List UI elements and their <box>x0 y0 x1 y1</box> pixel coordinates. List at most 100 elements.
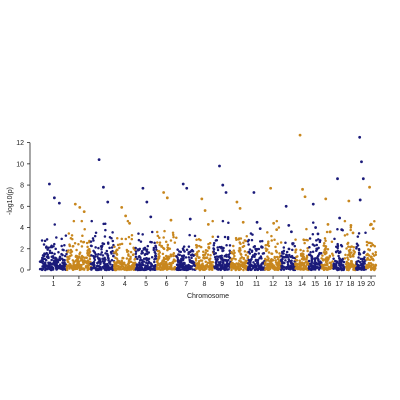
data-point <box>158 255 161 258</box>
data-point <box>124 237 128 241</box>
data-point <box>127 253 130 256</box>
data-point <box>314 261 318 265</box>
data-point <box>139 268 142 272</box>
data-point <box>230 257 233 261</box>
data-point <box>111 239 115 243</box>
data-point <box>215 265 219 269</box>
data-point <box>162 262 166 265</box>
data-point <box>261 252 265 255</box>
data-point <box>280 264 284 267</box>
data-point <box>172 235 175 239</box>
x-tick-label: 8 <box>203 281 207 288</box>
data-point <box>240 255 244 259</box>
data-point <box>249 261 252 265</box>
data-point <box>281 250 284 254</box>
data-point <box>348 253 352 256</box>
data-point <box>336 246 339 250</box>
x-tick-label: 15 <box>311 281 319 288</box>
data-point <box>122 261 126 265</box>
data-point <box>220 254 223 257</box>
data-point <box>87 248 90 251</box>
data-point <box>145 261 148 265</box>
data-point <box>313 259 317 263</box>
data-point <box>290 254 294 258</box>
data-point <box>185 248 189 251</box>
data-point <box>286 263 290 266</box>
data-point <box>363 256 366 259</box>
data-point <box>75 248 78 252</box>
data-point <box>208 266 212 270</box>
data-point <box>340 245 344 248</box>
data-point <box>266 248 269 251</box>
data-point <box>188 265 192 268</box>
data-point <box>112 254 115 258</box>
data-point <box>260 257 263 260</box>
peak-point <box>311 202 315 206</box>
data-point <box>73 266 76 270</box>
data-point <box>299 248 302 252</box>
data-point <box>195 246 198 249</box>
data-point <box>116 237 119 240</box>
data-point <box>320 267 324 270</box>
data-point <box>188 258 191 262</box>
data-point <box>94 246 97 249</box>
data-point <box>309 251 312 254</box>
data-point <box>370 266 373 270</box>
peak-point <box>120 205 124 209</box>
data-point <box>211 265 214 268</box>
data-point <box>321 254 324 257</box>
data-point <box>311 268 314 271</box>
data-point <box>51 262 55 266</box>
data-point <box>256 268 260 272</box>
data-point <box>173 266 176 269</box>
data-point <box>239 253 243 256</box>
data-point <box>55 267 58 271</box>
data-point <box>310 256 313 260</box>
data-point <box>132 263 136 266</box>
data-point <box>274 245 277 249</box>
data-point <box>211 235 214 238</box>
peak-point <box>235 200 239 204</box>
data-point <box>275 268 278 271</box>
data-point <box>67 232 71 235</box>
data-point <box>172 258 176 261</box>
data-point <box>277 226 281 229</box>
data-point <box>314 268 317 271</box>
data-point <box>289 267 293 271</box>
data-point <box>73 264 77 267</box>
data-point <box>95 264 99 268</box>
data-point <box>71 237 74 241</box>
y-tick-label: 4 <box>20 225 24 232</box>
data-point <box>304 265 308 268</box>
data-point <box>216 235 220 238</box>
data-point <box>183 261 186 265</box>
data-point <box>117 246 121 250</box>
data-point <box>275 219 279 223</box>
x-tick-label: 9 <box>220 281 224 288</box>
data-point <box>179 261 182 265</box>
data-point <box>143 247 147 251</box>
data-point <box>189 261 193 264</box>
data-point <box>120 237 124 241</box>
data-point <box>263 263 267 266</box>
data-point <box>258 240 262 243</box>
data-point <box>311 221 315 224</box>
x-tick-label: 3 <box>101 281 105 288</box>
data-point <box>302 249 305 253</box>
data-point <box>267 244 271 248</box>
data-point <box>60 252 63 256</box>
data-point <box>317 268 321 271</box>
x-tick-label: 19 <box>357 281 365 288</box>
data-point <box>72 261 75 264</box>
data-point <box>292 242 295 245</box>
data-point <box>361 257 364 261</box>
data-point <box>187 251 190 254</box>
data-point <box>257 263 260 266</box>
peak-point <box>368 185 371 189</box>
data-point <box>183 250 186 253</box>
data-point <box>127 268 131 272</box>
peak-point <box>124 214 128 218</box>
data-point <box>197 249 200 253</box>
data-point <box>156 234 160 238</box>
peak-point <box>97 158 101 162</box>
